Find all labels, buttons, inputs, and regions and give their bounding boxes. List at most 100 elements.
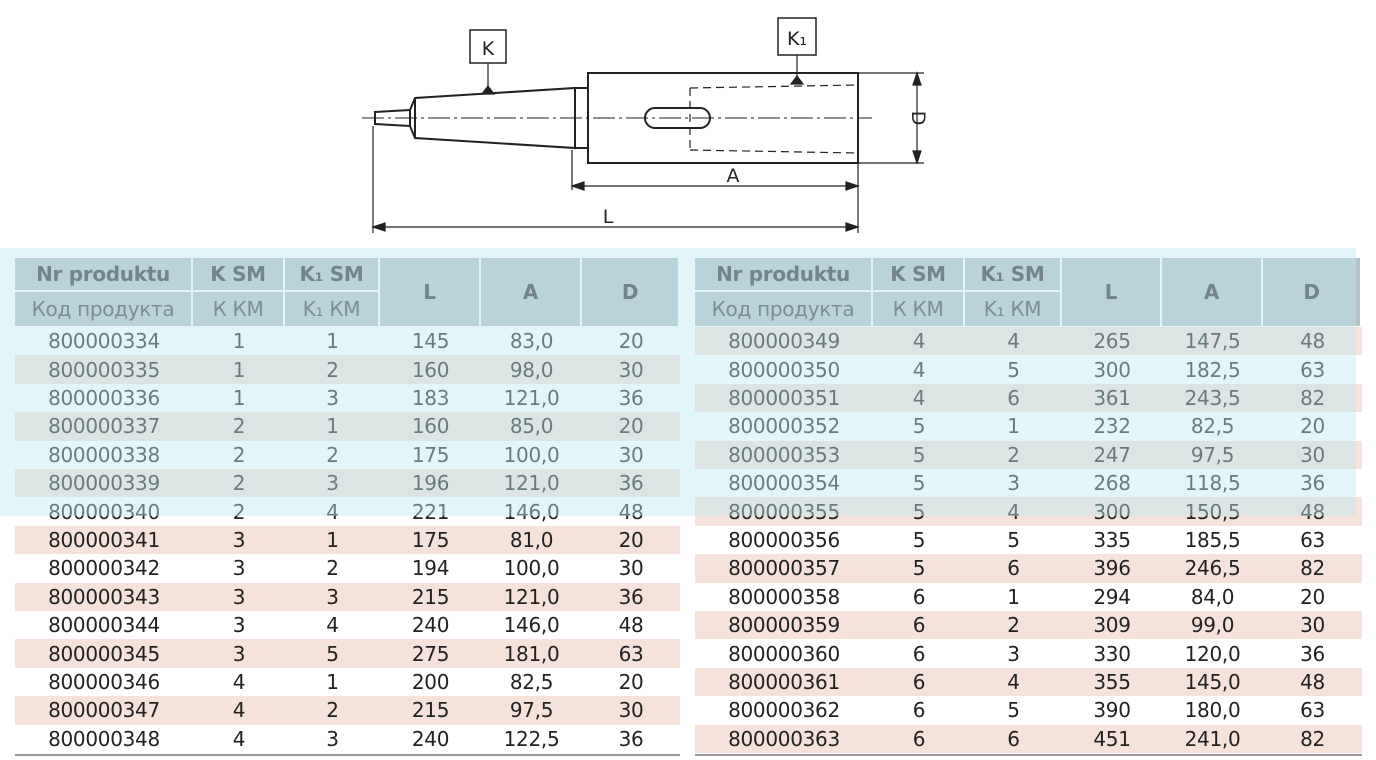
table-cell: 5 — [1007, 357, 1020, 382]
table-cell: 100,0 — [503, 556, 560, 581]
table-cell: 300 — [1093, 357, 1131, 382]
table-cell: 3 — [1007, 641, 1020, 666]
table-cell: 5 — [912, 442, 926, 467]
table-cell: 6 — [912, 669, 926, 694]
table-cell: 800000359 — [728, 613, 840, 638]
table-cell: 247 — [1093, 442, 1131, 467]
table-cell: 30 — [618, 698, 644, 723]
table-cell: 800000337 — [48, 414, 160, 439]
table-cell: 451 — [1093, 726, 1131, 751]
column-header: D — [582, 258, 680, 326]
table-cell: 4 — [912, 357, 926, 382]
table-cell: 800000363 — [728, 726, 840, 751]
column-header: D — [1263, 258, 1362, 326]
row-background — [695, 383, 1362, 413]
row-background — [15, 582, 680, 611]
table-cell: 20 — [618, 527, 644, 552]
table-cell: 5 — [1007, 527, 1020, 552]
table-cell: 20 — [618, 669, 644, 694]
table-cell: 145 — [411, 329, 450, 354]
table-cell: 6 — [1007, 556, 1020, 581]
table-cell: 240 — [411, 613, 450, 638]
label-k1: K₁ — [787, 28, 807, 50]
table-cell: 48 — [1300, 669, 1325, 694]
table-cell: 182,5 — [1184, 357, 1241, 382]
table-cell: 800000355 — [728, 499, 840, 524]
table-cell: 800000349 — [728, 329, 840, 354]
table-cell: 1 — [326, 329, 339, 354]
table-cell: 4 — [232, 726, 246, 751]
table-cell: 800000339 — [48, 471, 160, 496]
table-cell: 800000348 — [48, 726, 160, 751]
table-cell: 36 — [1300, 641, 1325, 666]
table-cell: 20 — [618, 414, 644, 439]
table-cell: 800000350 — [728, 357, 840, 382]
table-cell: 4 — [912, 329, 926, 354]
table-cell: 48 — [1300, 329, 1325, 354]
table-cell: 800000361 — [728, 669, 840, 694]
table-cell: 175 — [411, 442, 450, 467]
table-cell: 1 — [232, 329, 246, 354]
table-cell: 98,0 — [509, 357, 554, 382]
table-cell: 800000352 — [728, 414, 840, 439]
table-cell: 800000362 — [728, 698, 840, 723]
table-cell: 800000342 — [48, 556, 160, 581]
table-cell: 800000338 — [48, 442, 160, 467]
column-header: K₁ SM — [965, 258, 1062, 292]
table-cell: 181,0 — [503, 641, 560, 666]
table-cell: 3 — [326, 726, 339, 751]
table-cell: 6 — [1007, 385, 1020, 410]
table-cell: 150,5 — [1184, 499, 1241, 524]
table-cell: 36 — [1300, 471, 1325, 496]
table-cell: 36 — [618, 584, 644, 609]
table-cell: 4 — [232, 669, 246, 694]
table-cell: 146,0 — [503, 613, 560, 638]
table-cell: 2 — [1007, 613, 1020, 638]
table-cell: 5 — [326, 641, 339, 666]
table-cell: 20 — [618, 329, 644, 354]
table-cell: 5 — [1007, 698, 1020, 723]
column-subheader: К КМ — [193, 292, 285, 326]
table-cell: 1 — [326, 414, 339, 439]
column-header: L — [1062, 258, 1162, 326]
table-cell: 800000335 — [48, 357, 160, 382]
table-cell: 122,5 — [503, 726, 560, 751]
table-cell: 309 — [1093, 613, 1131, 638]
table-cell: 81,0 — [509, 527, 554, 552]
table-cell: 268 — [1093, 471, 1131, 496]
table-cell: 2 — [232, 442, 246, 467]
table-cell: 118,5 — [1184, 471, 1241, 496]
column-header: A — [481, 258, 582, 326]
table-cell: 800000353 — [728, 442, 840, 467]
table-cell: 1 — [326, 669, 339, 694]
table-cell: 243,5 — [1184, 385, 1241, 410]
table-cell: 20 — [1300, 584, 1325, 609]
label-d: D — [907, 111, 929, 126]
table-cell: 6 — [1007, 726, 1020, 751]
table-cell: 4 — [1007, 329, 1020, 354]
column-subheader: К КМ — [873, 292, 965, 326]
table-cell: 4 — [232, 698, 246, 723]
table-cell: 200 — [411, 669, 450, 694]
column-header: L — [380, 258, 481, 326]
label-k: K — [482, 38, 495, 60]
table-cell: 63 — [1300, 698, 1325, 723]
table-cell: 147,5 — [1184, 329, 1241, 354]
table-cell: 196 — [411, 471, 450, 496]
table-cell: 82 — [1300, 726, 1325, 751]
table-cell: 361 — [1093, 385, 1131, 410]
table-cell: 146,0 — [503, 499, 560, 524]
table-cell: 396 — [1093, 556, 1131, 581]
table-cell: 300 — [1093, 499, 1131, 524]
table-cell: 800000354 — [728, 471, 840, 496]
row-background — [15, 525, 680, 555]
table-cell: 800000347 — [48, 698, 160, 723]
table-cell: 5 — [912, 471, 926, 496]
table-cell: 48 — [618, 613, 644, 638]
row-background — [695, 327, 1362, 356]
table-cell: 2 — [1007, 442, 1020, 467]
table-cell: 121,0 — [503, 385, 560, 410]
table-cell: 36 — [618, 385, 644, 410]
table-cell: 3 — [232, 641, 246, 666]
